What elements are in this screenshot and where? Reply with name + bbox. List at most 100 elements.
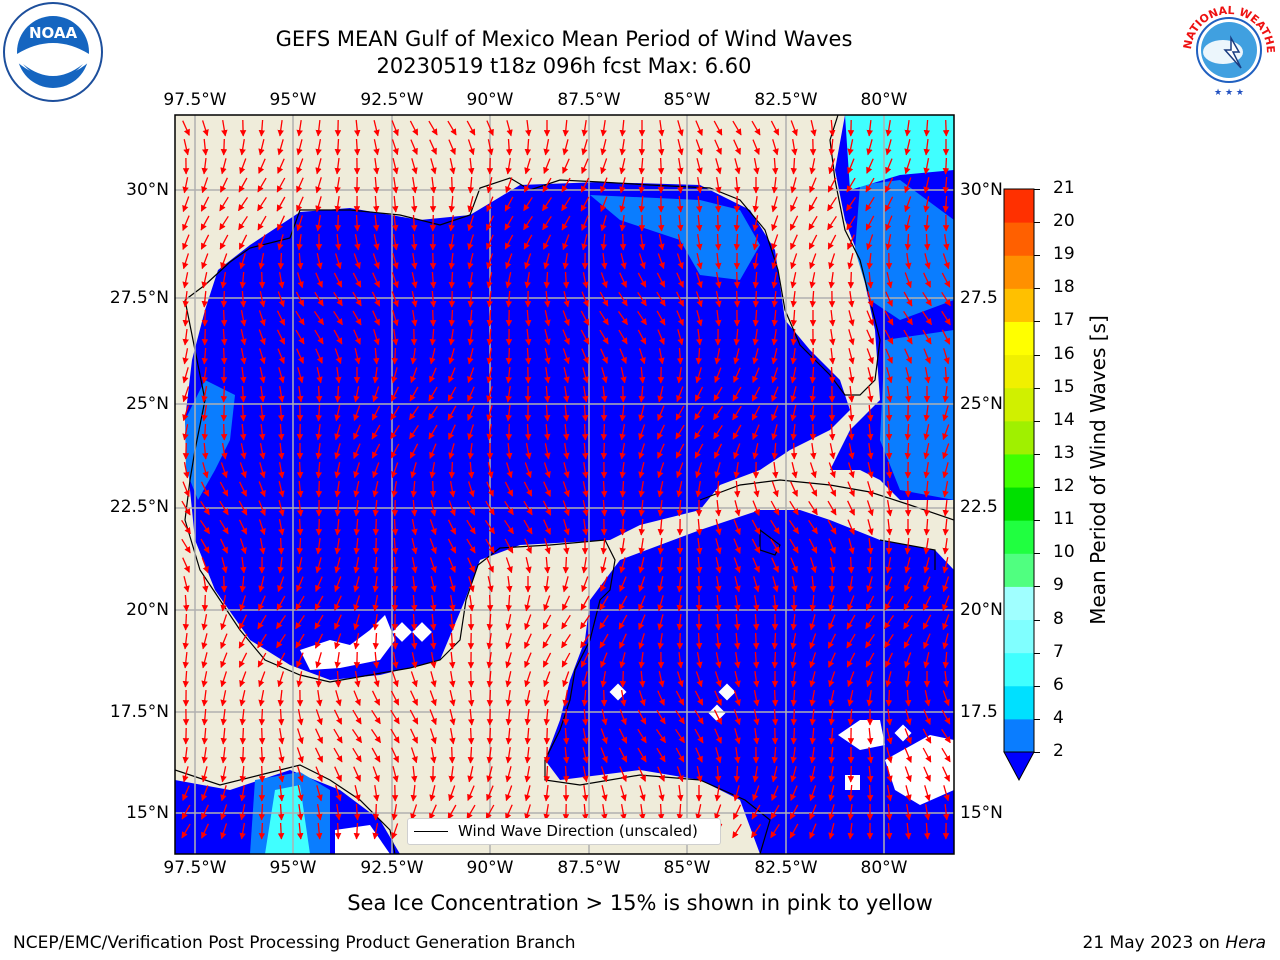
wind-wave-arrow — [619, 272, 627, 288]
wind-wave-arrow — [562, 139, 569, 156]
wind-wave-arrow — [258, 727, 266, 745]
colorbar-tick — [1034, 420, 1040, 422]
wind-wave-arrow — [637, 329, 647, 345]
wind-wave-arrow — [467, 234, 475, 251]
wind-wave-arrow — [790, 348, 797, 365]
wind-wave-arrow — [295, 310, 305, 326]
wind-wave-arrow — [468, 157, 475, 175]
wind-wave-arrow — [543, 481, 551, 497]
wind-wave-arrow — [601, 253, 608, 270]
wind-wave-arrow — [942, 119, 950, 137]
colorbar-segment — [1004, 222, 1034, 256]
colorbar-tick — [1034, 553, 1040, 555]
wind-wave-arrow — [580, 310, 590, 326]
lat-label-right: 25°N — [960, 394, 1003, 414]
wind-wave-arrow — [657, 424, 665, 440]
colorbar-segment — [1004, 354, 1034, 389]
lat-label-right: 27.5 — [960, 288, 998, 308]
wind-wave-arrow — [941, 291, 951, 307]
wind-wave-arrow — [866, 234, 874, 251]
wind-wave-arrow — [390, 405, 400, 421]
wind-wave-arrow — [373, 120, 380, 137]
wind-wave-arrow — [714, 367, 722, 384]
wind-wave-arrow — [524, 158, 531, 175]
wind-wave-arrow — [524, 271, 531, 289]
wind-wave-arrow — [543, 727, 551, 745]
wind-wave-arrow — [353, 443, 361, 459]
wind-wave-arrow — [372, 537, 380, 555]
wind-wave-arrow — [714, 462, 721, 479]
wind-wave-arrow — [905, 367, 912, 384]
wind-wave-arrow — [353, 138, 361, 156]
wind-wave-arrow — [486, 309, 494, 327]
run-date: 21 May 2023 on Hera — [1083, 933, 1267, 953]
wind-wave-arrow — [885, 689, 893, 707]
wind-wave-arrow — [942, 195, 950, 213]
colorbar-tick-label: 8 — [1053, 608, 1064, 629]
wind-wave-arrow — [694, 424, 704, 440]
wind-wave-arrow — [788, 520, 800, 535]
wind-wave-arrow — [695, 367, 702, 384]
wind-wave-arrow — [239, 481, 247, 497]
colorbar-segment — [1004, 718, 1034, 753]
wind-wave-arrow — [847, 139, 854, 156]
wind-wave-arrow — [258, 139, 265, 156]
wind-wave-arrow — [733, 443, 741, 460]
wind-wave-arrow — [904, 120, 911, 137]
wind-wave-arrow — [543, 404, 551, 422]
wind-wave-arrow — [505, 272, 512, 289]
wind-wave-arrow — [390, 443, 400, 459]
wind-wave-arrow — [201, 328, 209, 346]
wind-wave-arrow — [486, 253, 494, 270]
wind-wave-arrow — [867, 291, 874, 308]
wind-wave-arrow — [712, 406, 724, 421]
wind-wave-arrow — [676, 462, 684, 479]
wind-wave-arrow — [828, 272, 835, 289]
wind-wave-arrow — [903, 329, 913, 345]
wind-wave-arrow — [696, 310, 703, 327]
lon-label-top: 85°W — [663, 90, 711, 110]
wind-wave-arrow — [543, 271, 551, 289]
wind-wave-arrow — [829, 329, 836, 346]
wind-wave-arrow — [580, 177, 590, 193]
wind-wave-arrow — [921, 311, 933, 326]
wind-wave-arrow — [676, 195, 684, 213]
wind-wave-arrow — [695, 291, 703, 308]
wind-wave-arrow — [278, 500, 285, 517]
wind-wave-arrow — [237, 197, 249, 212]
wind-wave-arrow — [295, 329, 305, 345]
wind-wave-arrow — [372, 367, 379, 384]
wind-wave-arrow — [771, 329, 778, 346]
wind-wave-arrow — [447, 120, 457, 136]
wind-wave-arrow — [638, 538, 645, 555]
wind-wave-arrow — [658, 120, 665, 137]
wind-wave-arrow — [563, 386, 570, 403]
wind-wave-arrow — [657, 329, 665, 346]
wind-wave-arrow — [771, 271, 778, 289]
wind-wave-arrow — [695, 272, 703, 289]
wind-wave-arrow — [296, 120, 303, 137]
wind-wave-arrow — [238, 234, 248, 250]
wind-wave-arrow — [771, 442, 779, 460]
wind-wave-arrow — [638, 499, 645, 517]
wind-wave-arrow — [487, 462, 494, 479]
wind-wave-arrow — [771, 651, 779, 669]
wind-wave-arrow — [486, 367, 493, 384]
wind-wave-arrow — [201, 385, 208, 403]
wind-wave-arrow — [808, 234, 818, 250]
wind-wave-arrow — [715, 271, 722, 289]
wind-wave-arrow — [486, 177, 493, 194]
wind-wave-arrow — [677, 329, 684, 346]
wind-wave-arrow — [563, 367, 570, 384]
wind-wave-arrow — [658, 348, 665, 365]
wind-wave-arrow — [790, 386, 797, 403]
wind-wave-arrow — [219, 196, 229, 212]
wind-wave-arrow — [884, 196, 894, 212]
wind-wave-arrow — [297, 499, 304, 517]
wind-wave-arrow — [486, 727, 494, 745]
wind-wave-arrow — [486, 234, 494, 250]
wind-wave-arrow — [221, 119, 228, 137]
wind-wave-arrow — [429, 519, 437, 536]
wind-wave-arrow — [448, 367, 456, 383]
wind-wave-arrow — [827, 177, 837, 193]
